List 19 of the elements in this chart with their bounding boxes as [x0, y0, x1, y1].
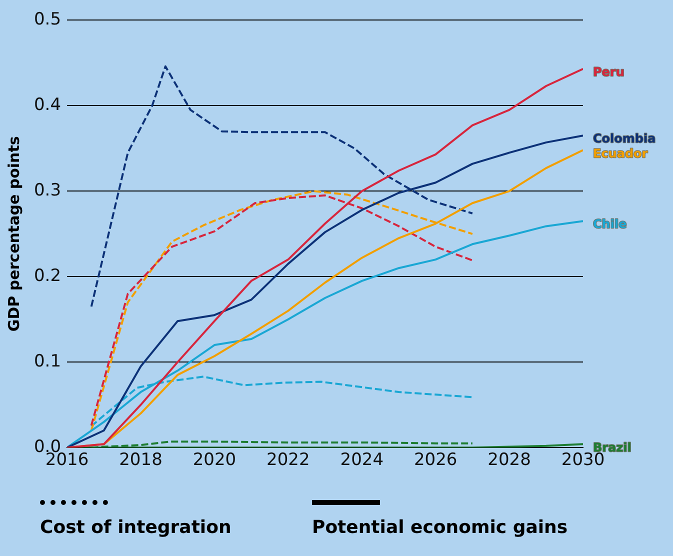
text: Cost of integration [40, 517, 232, 538]
y-tick-label: 0.4 [34, 95, 62, 116]
text: Potential economic gains [312, 517, 568, 538]
series-label: Peru [593, 65, 624, 80]
series-label: Chile [593, 217, 627, 232]
series-label: Ecuador [593, 146, 648, 160]
y-tick-label: 0.3 [34, 180, 62, 201]
x-tick-label: 2018 [119, 450, 162, 470]
y-axis-title: GDP percentage points [4, 136, 23, 332]
x-tick-label: 2028 [488, 450, 531, 470]
x-tick-label: 2024 [340, 450, 384, 470]
line-series [90, 376, 474, 428]
x-tick-label: 2022 [266, 450, 310, 470]
y-tick-label: 0.5 [34, 10, 62, 30]
y-tick-label: 0.2 [34, 266, 62, 286]
x-tick-label: 2026 [414, 450, 458, 470]
series-label: Colombia [593, 132, 656, 146]
y-tick-label: 0.1 [34, 352, 62, 372]
x-tick-label: 2020 [192, 450, 236, 470]
